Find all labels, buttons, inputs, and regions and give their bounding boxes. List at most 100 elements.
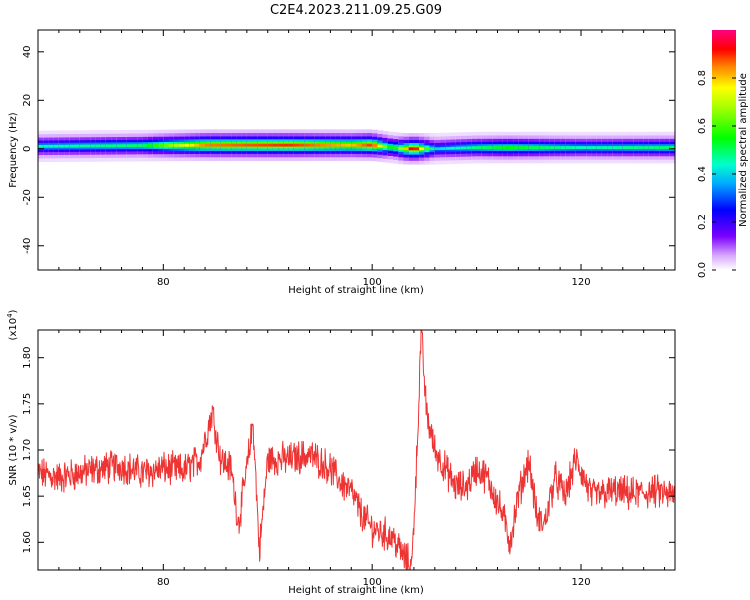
spectrogram-cell [356,143,363,147]
spectrogram-cell [246,143,253,147]
spectrogram-cell [591,146,598,150]
snr-axes: 80 100 120 1.60 1.65 1.70 1.75 1.80 [22,330,675,588]
spectrogram-cell [528,146,535,150]
spectrogram-cell [654,146,660,150]
spectrogram-cell [158,144,164,147]
spectrogram-y-axis-label: Frequency (Hz) [8,112,19,188]
spectrogram-cell [424,147,431,151]
spectrogram-cell [502,146,509,150]
spectrogram-cell [518,146,525,150]
spectrogram-cell [121,144,128,148]
spectrogram-cell [178,143,185,147]
spectrogram-cell [304,143,311,147]
spectrogram-cell [419,147,425,151]
spectrogram-cell [137,144,144,148]
spectrogram-cell [168,143,175,147]
spectrogram-cell [199,143,206,147]
spectrogram-cell [560,146,566,150]
spectrogram-cell [231,143,238,147]
spectrogram-y-tick-label: 20 [22,94,33,107]
spectrogram-cell [319,143,326,147]
spectrogram-ridge [38,129,675,165]
spectrogram-cell [278,143,285,147]
spectrogram-cell [387,145,394,149]
spectrogram-cell [434,147,441,151]
spectrogram-cell [69,144,76,148]
spectrogram-cell [194,143,201,147]
spectrogram-cell [382,145,389,149]
spectrogram-cell [210,143,217,147]
spectrogram-cell [481,146,488,150]
spectrogram-cell [669,146,675,150]
spectrogram-cell [429,147,436,151]
spectrogram-cell [74,144,81,148]
spectrogram-y-tick-label: 40 [22,45,33,58]
spectrogram-cell [377,144,384,148]
spectrogram-cell [335,143,342,147]
spectrogram-cell [466,146,472,150]
spectrogram-cell [372,144,378,147]
spectrogram-cell [64,144,70,148]
spectrogram-cell [398,147,405,150]
spectrogram-cell [241,143,248,147]
spectrogram-cell [622,146,629,150]
spectrogram-cell [549,146,556,150]
colorbar-label: Normalized spectral amplitude [738,73,749,227]
colorbar-tick-label: 0.4 [697,166,708,182]
spectrogram-cell [90,144,97,148]
spectrogram-cell [664,146,671,150]
spectrogram-cell [236,143,243,147]
spectrogram-cell [131,144,138,148]
snr-x-axis-label: Height of straight line (km) [288,585,424,596]
spectrogram-cell [340,143,347,147]
spectrogram-cell [450,146,457,150]
spectrogram-cell [184,143,191,147]
spectrogram-cell [142,144,149,148]
spectrogram-cell [633,146,640,150]
spectrogram-cell [596,146,603,150]
spectrogram-cell [351,143,358,147]
spectrogram-cell [100,144,107,148]
spectrogram-cell [152,144,159,147]
spectrogram-cell [105,144,112,148]
spectrogram-cell [252,143,258,147]
spectrogram-cell [565,146,572,150]
spectrogram-cell [309,143,316,147]
spectrogram-cell [471,146,478,150]
spectrogram-y-tick-label: -20 [22,189,33,205]
spectrogram-y-tick-label: 0 [22,146,33,152]
spectrogram-cell [293,143,300,147]
spectrogram-cell [366,143,373,147]
spectrogram-panel: 80 100 120 40 20 0 -20 -40 Height of straight l… [8,29,676,296]
spectrogram-cell [460,146,467,150]
spectrogram-cell [445,146,452,150]
colorbar-tick-label: 0.0 [697,262,708,278]
spectrogram-cell [617,146,624,150]
spectrogram-cell [507,146,514,150]
snr-x-tick-label: 100 [363,577,382,588]
spectrogram-cell [643,146,650,150]
spectrogram-cell [554,146,561,150]
spectrogram-cell [116,144,123,148]
spectrogram-cell [455,146,462,150]
spectrogram-cell [601,146,608,150]
spectrogram-cell [570,146,577,150]
spectrogram-cell [53,144,60,148]
spectrogram-cell [325,143,331,147]
spectrogram-cell [539,146,546,150]
spectrogram-x-axis-label: Height of straight line (km) [288,285,424,296]
spectrogram-cell [48,144,55,148]
spectrogram-cell [638,146,645,150]
colorbar-tick-label: 0.8 [697,70,708,86]
spectrogram-cell [262,143,269,147]
spectrogram-cell [544,146,551,150]
snr-panel: 80 100 120 1.60 1.65 1.70 1.75 1.80 Height of s… [6,309,676,596]
snr-y-axis-label: SNR (10 * v/v) [8,414,19,485]
spectrogram-cell [314,143,321,147]
spectrogram-cell [440,147,446,151]
snr-y-tick-label: 1.80 [22,347,33,369]
spectrogram-cell [272,143,279,147]
spectrogram-cell [147,144,154,148]
spectrogram-cell [111,144,117,148]
spectrogram-cell [346,143,352,147]
